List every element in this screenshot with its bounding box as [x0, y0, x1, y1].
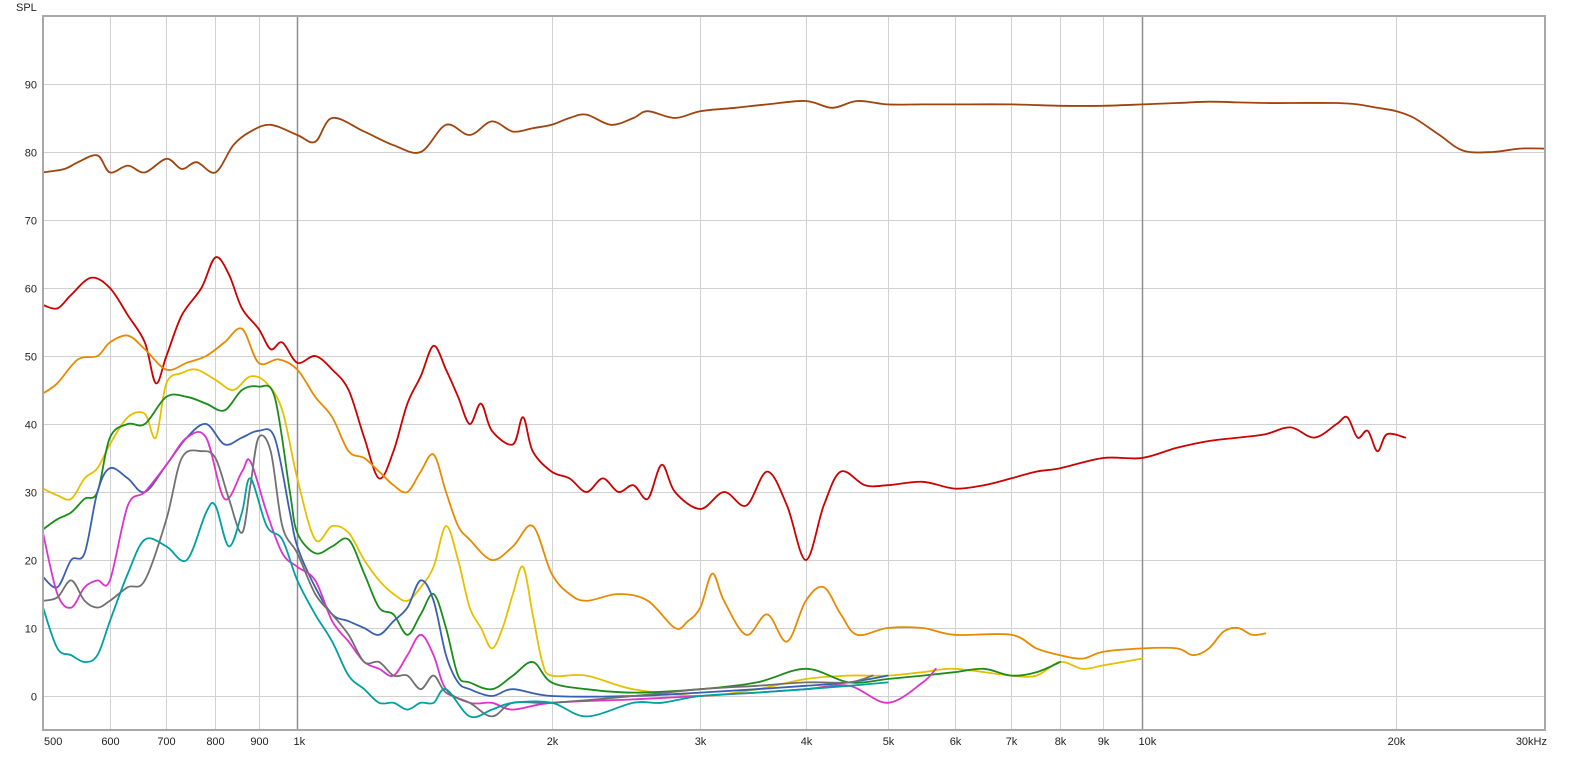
x-tick-label: 4k: [801, 736, 813, 748]
vertical-gridlines: [110, 16, 1397, 730]
y-tick-label: 10: [25, 624, 37, 636]
series-line: [42, 477, 889, 719]
y-axis-tick-labels: 0 10 20 30 40 50 60 70 80 90: [25, 80, 37, 704]
y-tick-label: 20: [25, 556, 37, 568]
x-axis-tick-labels: 500 600 700 800 900 1k 2k 3k 4k 5k 6k 7k 8k 9k 10k 20k 3…: [44, 736, 1547, 748]
x-tick-label: 2k: [547, 736, 559, 748]
series-line: [42, 368, 1143, 697]
y-tick-label: 60: [25, 284, 37, 296]
x-tick-label: 6k: [950, 736, 962, 748]
series-line: [42, 431, 937, 711]
x-tick-label: 9k: [1098, 736, 1110, 748]
y-tick-label: 90: [25, 80, 37, 92]
y-tick-label: 80: [25, 148, 37, 160]
x-tick-label: 1k: [294, 736, 306, 748]
x-tick-label: 500: [44, 736, 62, 748]
x-tick-label: 20k: [1388, 736, 1406, 748]
y-tick-label: 70: [25, 216, 37, 228]
y-tick-label: 40: [25, 420, 37, 432]
x-tick-label: 8k: [1055, 736, 1067, 748]
y-tick-label: 30: [25, 488, 37, 500]
x-tick-label: 700: [157, 736, 175, 748]
x-tick-label: 3k: [695, 736, 707, 748]
series-layer: [42, 100, 1546, 719]
plot-background: [43, 16, 1545, 730]
y-tick-label: 0: [31, 692, 37, 704]
x-tick-label: 30kHz: [1516, 736, 1547, 748]
plot-frame: [42, 15, 1546, 731]
y-tick-label: 50: [25, 352, 37, 364]
series-line: [42, 384, 1061, 694]
x-tick-label: 5k: [883, 736, 895, 748]
horizontal-gridlines: [43, 84, 1545, 697]
series-line: [42, 423, 889, 698]
x-tick-label: 900: [250, 736, 268, 748]
x-tick-label: 800: [206, 736, 224, 748]
series-line: [42, 327, 1267, 660]
series-line: [42, 100, 1546, 174]
series-line: [42, 256, 1407, 561]
x-tick-label: 7k: [1006, 736, 1018, 748]
y-axis-title: SPL: [16, 2, 37, 14]
x-tick-label: 600: [101, 736, 119, 748]
x-tick-label: 10k: [1139, 736, 1157, 748]
